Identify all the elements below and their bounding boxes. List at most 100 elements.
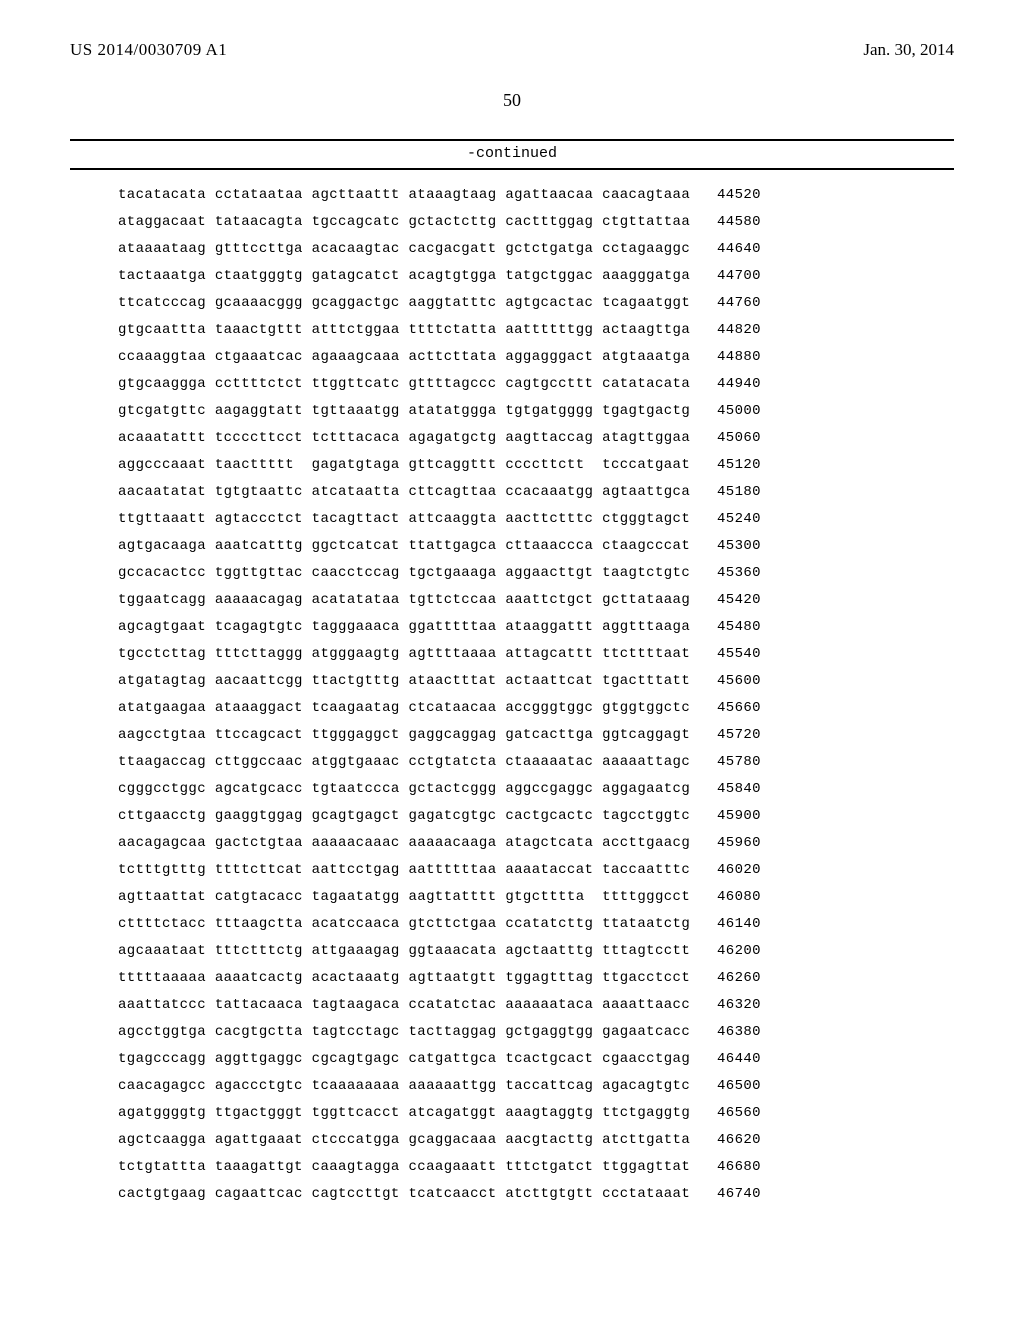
sequence-block: atagctcata: [505, 836, 602, 863]
sequence-block: ctgggtagct: [602, 512, 699, 539]
sequence-block: agtaattgca: [602, 485, 699, 512]
sequence-block: ttgacctcct: [602, 971, 699, 998]
sequence-row: gtgcaattta taaactgttt atttctggaa ttttcta…: [118, 323, 761, 350]
sequence-block: aggagaatcg: [602, 782, 699, 809]
sequence-block: aaaaattagc: [602, 755, 699, 782]
sequence-block: agtgcactac: [505, 296, 602, 323]
sequence-block: agcaaataat: [118, 944, 215, 971]
sequence-block: acttcttata: [408, 350, 505, 377]
sequence-block: gaggcaggag: [408, 728, 505, 755]
sequence-block: aggccgaggc: [505, 782, 602, 809]
sequence-block: tataacagta: [215, 215, 312, 242]
sequence-block: aggtttaaga: [602, 620, 699, 647]
sequence-block: gagatgtaga: [312, 458, 409, 485]
sequence-row: atgatagtag aacaattcgg ttactgtttg ataactt…: [118, 674, 761, 701]
sequence-block: gctactcggg: [408, 782, 505, 809]
sequence-block: acacaagtac: [312, 242, 409, 269]
sequence-block: cacgacgatt: [408, 242, 505, 269]
sequence-block: ccttttctct: [215, 377, 312, 404]
sequence-block: gctgaggtgg: [505, 1025, 602, 1052]
sequence-block: cagtccttgt: [312, 1187, 409, 1214]
sequence-block: catgtacacc: [215, 890, 312, 917]
sequence-block: gcaggacaaa: [408, 1133, 505, 1160]
sequence-block: ctaaaaatac: [505, 755, 602, 782]
sequence-block: gctctgatga: [505, 242, 602, 269]
sequence-block: tgtgtaattc: [215, 485, 312, 512]
sequence-block: tgcctcttag: [118, 647, 215, 674]
sequence-block: ctcccatgga: [312, 1133, 409, 1160]
sequence-block: atcataatta: [312, 485, 409, 512]
sequence-block: agcagtgaat: [118, 620, 215, 647]
sequence-block: atcttgatta: [602, 1133, 699, 1160]
sequence-row: agttaattat catgtacacc tagaatatgg aagttat…: [118, 890, 761, 917]
sequence-row: ttaagaccag cttggccaac atggtgaaac cctgtat…: [118, 755, 761, 782]
sequence-block: tttttaaaaa: [118, 971, 215, 998]
sequence-block: tgagcccagg: [118, 1052, 215, 1079]
sequence-block: ggtcaggagt: [602, 728, 699, 755]
sequence-block: ctaagcccat: [602, 539, 699, 566]
sequence-position: 45300: [699, 539, 761, 566]
sequence-block: atcagatggt: [408, 1106, 505, 1133]
sequence-row: aggcccaaat taacttttt gagatgtaga gttcaggt…: [118, 458, 761, 485]
sequence-block: cacgtgctta: [215, 1025, 312, 1052]
sequence-position: 46500: [699, 1079, 761, 1106]
sequence-block: aacttctttc: [505, 512, 602, 539]
sequence-block: gtgctttta: [505, 890, 602, 917]
sequence-block: taccattcag: [505, 1079, 602, 1106]
sequence-block: taagtctgtc: [602, 566, 699, 593]
sequence-position: 46020: [699, 863, 761, 890]
sequence-block: aacaattcgg: [215, 674, 312, 701]
sequence-position: 46380: [699, 1025, 761, 1052]
sequence-row: caacagagcc agaccctgtc tcaaaaaaaa aaaaaat…: [118, 1079, 761, 1106]
sequence-block: ttttcttcat: [215, 863, 312, 890]
sequence-block: aaggtatttc: [408, 296, 505, 323]
sequence-block: gatagcatct: [312, 269, 409, 296]
sequence-block: agattaacaa: [505, 188, 602, 215]
sequence-block: ctgttattaa: [602, 215, 699, 242]
sequence-block: aacagagcaa: [118, 836, 215, 863]
sequence-block: tttctgatct: [505, 1160, 602, 1187]
sequence-block: caacctccag: [312, 566, 409, 593]
sequence-block: aggaacttgt: [505, 566, 602, 593]
sequence-row: aacaatatat tgtgtaattc atcataatta cttcagt…: [118, 485, 761, 512]
sequence-position: 44520: [699, 188, 761, 215]
sequence-block: gtttccttga: [215, 242, 312, 269]
sequence-block: ttaagaccag: [118, 755, 215, 782]
sequence-block: gcagtgagct: [312, 809, 409, 836]
sequence-block: tgtgatgggg: [505, 404, 602, 431]
sequence-position: 45120: [699, 458, 761, 485]
sequence-block: ttctgaggtg: [602, 1106, 699, 1133]
sequence-block: tgactttatt: [602, 674, 699, 701]
sequence-block: ttggagttat: [602, 1160, 699, 1187]
continued-label: -continued: [467, 145, 557, 162]
sequence-position: 46560: [699, 1106, 761, 1133]
sequence-position: 45960: [699, 836, 761, 863]
sequence-position: 45900: [699, 809, 761, 836]
sequence-block: acatccaaca: [312, 917, 409, 944]
sequence-block: agatggggtg: [118, 1106, 215, 1133]
sequence-block: aggagggact: [505, 350, 602, 377]
sequence-row: tggaatcagg aaaaacagag acatatataa tgttctc…: [118, 593, 761, 620]
sequence-block: ccaagaaatt: [408, 1160, 505, 1187]
sequence-row: ccaaaggtaa ctgaaatcac agaaagcaaa acttctt…: [118, 350, 761, 377]
sequence-row: gtgcaaggga ccttttctct ttggttcatc gttttag…: [118, 377, 761, 404]
sequence-block: tagtaagaca: [312, 998, 409, 1025]
sequence-position: 44880: [699, 350, 761, 377]
sequence-block: ggatttttaa: [408, 620, 505, 647]
sequence-block: gtcgatgttc: [118, 404, 215, 431]
sequence-row: tctgtattta taaagattgt caaagtagga ccaagaa…: [118, 1160, 761, 1187]
page-header: US 2014/0030709 A1 Jan. 30, 2014: [70, 40, 954, 60]
sequence-row: agctcaagga agattgaaat ctcccatgga gcaggac…: [118, 1133, 761, 1160]
sequence-row: acaaatattt tccccttcct tctttacaca agagatg…: [118, 431, 761, 458]
sequence-block: ttccagcact: [215, 728, 312, 755]
sequence-row: gtcgatgttc aagaggtatt tgttaaatgg atatatg…: [118, 404, 761, 431]
sequence-block: agctaatttg: [505, 944, 602, 971]
sequence-block: tccccttcct: [215, 431, 312, 458]
sequence-block: actaattcat: [505, 674, 602, 701]
sequence-position: 45000: [699, 404, 761, 431]
sequence-block: tagggaaaca: [312, 620, 409, 647]
sequence-block: cctgtatcta: [408, 755, 505, 782]
sequence-block: ttactgtttg: [312, 674, 409, 701]
sequence-block: cttggccaac: [215, 755, 312, 782]
sequence-block: tcactgcact: [505, 1052, 602, 1079]
